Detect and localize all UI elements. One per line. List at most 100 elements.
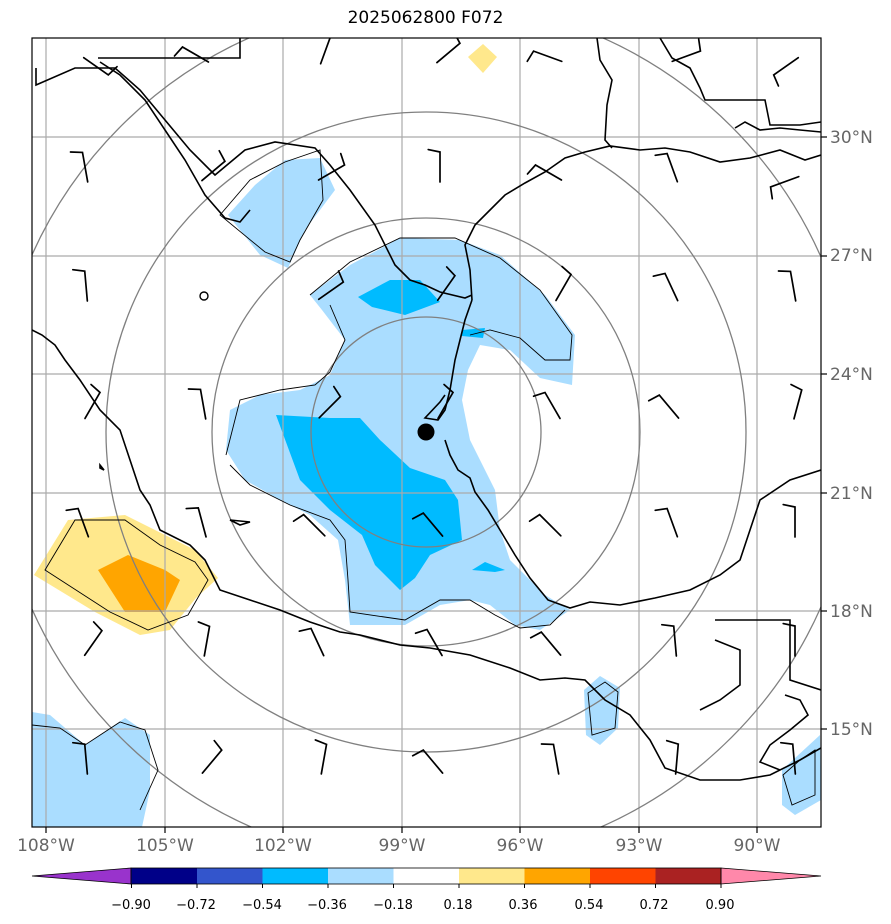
wind-barb-icon (654, 507, 679, 538)
field-orange (98, 555, 180, 612)
colorbar-bin (393, 868, 460, 884)
colorbar-tick-label: 0.54 (575, 898, 604, 913)
wind-barb-icon (526, 50, 563, 63)
wind-barb-icon (769, 175, 800, 200)
colorbar-bin (524, 868, 591, 884)
wind-barb-icon (69, 151, 89, 183)
lat-label: 27°N (830, 246, 873, 266)
lon-label: 96°W (497, 836, 544, 856)
colorbar-bin (262, 868, 329, 884)
wind-barb-icon (665, 739, 680, 775)
wind-barb-icon (414, 628, 443, 657)
borders (32, 149, 816, 811)
graticule (32, 38, 827, 833)
lat-label: 21°N (830, 484, 873, 504)
wind-barb-icon (71, 268, 89, 302)
lon-label: 90°W (734, 836, 781, 856)
field-light-blue-central (226, 238, 575, 630)
wind-barb-icon (772, 56, 800, 87)
calm-wind-icon (199, 291, 209, 301)
wind-barb-icon (82, 56, 118, 77)
wind-barb-icon (437, 383, 455, 420)
field-medium-blue-small (472, 562, 505, 572)
colorbar-tick-label: −0.72 (176, 898, 216, 913)
colorbar (31, 867, 822, 888)
wind-barbs (65, 38, 803, 775)
wind-barb-icon (83, 621, 104, 657)
storm-center-icon (417, 423, 435, 441)
longitude-labels: 108°W 105°W 102°W 99°W 96°W 93°W 90°W (17, 836, 781, 856)
wind-barb-icon (540, 743, 560, 775)
range-ring-1 (310, 316, 542, 548)
wind-barb-icon (660, 623, 678, 657)
wind-barb-icon (529, 631, 562, 656)
colorbar-frame (130, 867, 722, 885)
wind-barb-icon (318, 385, 342, 419)
colorbar-tick-label: 0.36 (509, 898, 538, 913)
field-light-blue-southwest (32, 712, 150, 827)
wind-barb-icon (411, 512, 444, 537)
field-light-blue-north (228, 158, 335, 268)
wind-barb-icon (526, 163, 563, 181)
wind-barb-icon (647, 394, 680, 419)
colorbar-tick-label: −0.54 (242, 898, 282, 913)
lat-label: 30°N (830, 128, 873, 148)
colorbar-max-extension (720, 867, 822, 885)
wind-barb-icon (779, 741, 797, 775)
field-medium-blue-north (358, 280, 440, 315)
wind-barb-icon (292, 513, 326, 537)
colorbar-bin (328, 868, 394, 884)
wind-barb-icon (654, 152, 679, 183)
wind-barb-icon (187, 388, 207, 420)
lon-label: 93°W (616, 836, 663, 856)
wind-barb-icon (777, 270, 797, 302)
wind-barb-icon (411, 749, 444, 774)
coastlines (32, 38, 821, 781)
wind-barb-icon (532, 391, 561, 420)
wind-barb-icon (790, 383, 803, 420)
colorbar-tick-label: 0.72 (640, 898, 669, 913)
colorbar-tick-label: 0.18 (444, 898, 473, 913)
wind-barb-icon (436, 266, 457, 302)
field-light-blue-southeast (782, 735, 821, 815)
wind-barb-icon (782, 503, 796, 538)
wind-barb-icon (782, 622, 796, 657)
wind-barb-icon (298, 627, 325, 657)
wind-barb-icon (555, 265, 573, 302)
wind-barb-icon (528, 513, 562, 537)
colorbar-tick-label: 0.90 (706, 898, 735, 913)
colorbar-tick-labels: −0.90 −0.72 −0.54 −0.36 −0.18 0.18 0.36 … (111, 898, 734, 913)
colorbar-tick-label: −0.90 (111, 898, 151, 913)
range-ring-2 (211, 217, 641, 647)
wind-barb-icon (319, 38, 331, 65)
wind-barb-icon (84, 383, 102, 420)
map-title: 2025062800 F072 (347, 8, 504, 28)
wind-barb-icon (201, 149, 226, 182)
colorbar-bin (590, 868, 656, 884)
latitude-labels: 30°N 27°N 24°N 21°N 18°N 15°N (830, 128, 873, 740)
wind-barb-icon (201, 739, 223, 774)
wind-barb-icon (314, 739, 328, 775)
wind-barb-icon (197, 621, 211, 657)
wind-barb-icon (671, 38, 702, 63)
lon-label: 108°W (17, 836, 75, 856)
lat-label: 18°N (830, 602, 873, 622)
wind-barb-icon (652, 272, 679, 302)
colorbar-bin (131, 868, 198, 884)
colorbar-tick-label: −0.36 (307, 898, 347, 913)
map-frame (31, 37, 822, 828)
field-yellow-top (468, 44, 497, 73)
colorbar-bin (459, 868, 525, 884)
lon-label: 102°W (254, 836, 312, 856)
lat-label: 24°N (830, 365, 873, 385)
colorbar-min-extension (31, 867, 132, 885)
colorbar-bin (197, 868, 263, 884)
wind-barb-icon (436, 38, 461, 64)
wind-barb-icon (173, 45, 210, 63)
wind-barb-icon (71, 741, 89, 775)
lon-label: 99°W (379, 836, 426, 856)
wind-barb-icon (185, 506, 207, 538)
wind-barb-icon (317, 270, 345, 301)
wind-barb-icon (65, 507, 90, 538)
